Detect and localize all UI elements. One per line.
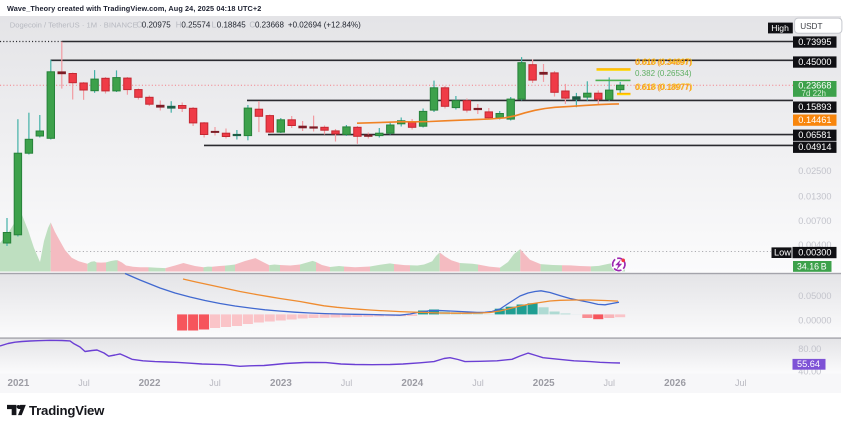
svg-text:40.00: 40.00 [798,367,821,377]
svg-text:Jul: Jul [341,378,353,388]
svg-text:0.618 (0.18977): 0.618 (0.18977) [636,82,693,91]
svg-text:0.01300: 0.01300 [798,192,831,202]
svg-text:0.02500: 0.02500 [798,166,831,176]
svg-text:2021: 2021 [8,378,30,389]
svg-text:0.18845: 0.18845 [217,21,246,30]
svg-text:Jul: Jul [78,378,90,388]
svg-text:Jul: Jul [209,378,221,388]
svg-text:55.64: 55.64 [797,359,820,369]
svg-text:80.00: 80.00 [798,344,821,354]
svg-text:2026: 2026 [664,378,686,389]
svg-text:0.23668: 0.23668 [798,81,831,91]
svg-text:2025: 2025 [533,378,555,389]
svg-text:Jul: Jul [604,378,616,388]
svg-text:0.00400: 0.00400 [798,240,831,250]
svg-text:2024: 2024 [401,378,423,389]
svg-text:2023: 2023 [270,378,292,389]
svg-text:Wave_Theory created with Tradi: Wave_Theory created with TradingView.com… [7,4,261,13]
svg-text:0.20975: 0.20975 [142,21,171,30]
svg-text:TradingView: TradingView [29,403,105,418]
svg-text:H: H [176,21,182,30]
svg-text:C: C [249,21,255,30]
svg-text:0.00300: 0.00300 [798,247,831,257]
svg-text:0.06581: 0.06581 [798,130,831,140]
svg-text:+0.02694 (+12.84%): +0.02694 (+12.84%) [288,21,361,30]
svg-text:0.00000: 0.00000 [798,316,831,326]
svg-text:USDT: USDT [800,22,822,31]
svg-text:0.25574: 0.25574 [181,21,210,30]
svg-text:0.45000: 0.45000 [798,57,831,67]
svg-text:7d 22h: 7d 22h [802,89,826,98]
svg-text:0.04914: 0.04914 [798,142,831,152]
svg-text:0.14461: 0.14461 [798,115,831,125]
svg-text:0.00700: 0.00700 [798,216,831,226]
svg-text:0.23668: 0.23668 [255,21,284,30]
svg-text:0.15893: 0.15893 [798,102,831,112]
svg-text:2022: 2022 [139,378,161,389]
svg-text:L: L [212,21,217,30]
svg-text:0.618 (0.34897): 0.618 (0.34897) [636,57,693,66]
svg-text:0.618 (0.18977): 0.618 (0.18977) [635,83,692,92]
svg-text:0.05000: 0.05000 [798,291,831,301]
svg-text:34.16 B: 34.16 B [797,261,827,271]
svg-text:0.618 (0.34897): 0.618 (0.34897) [635,58,692,67]
svg-text:Low: Low [774,247,791,257]
svg-text:Dogecoin / TetherUS · 1M · BIN: Dogecoin / TetherUS · 1M · BINANCE [10,21,138,30]
svg-text:O: O [136,21,142,30]
svg-text:0.73995: 0.73995 [798,37,831,47]
svg-text:Jul: Jul [735,378,747,388]
svg-text:Jul: Jul [472,378,484,388]
svg-text:0.382 (0.26534): 0.382 (0.26534) [635,69,692,78]
svg-text:High: High [771,23,789,33]
